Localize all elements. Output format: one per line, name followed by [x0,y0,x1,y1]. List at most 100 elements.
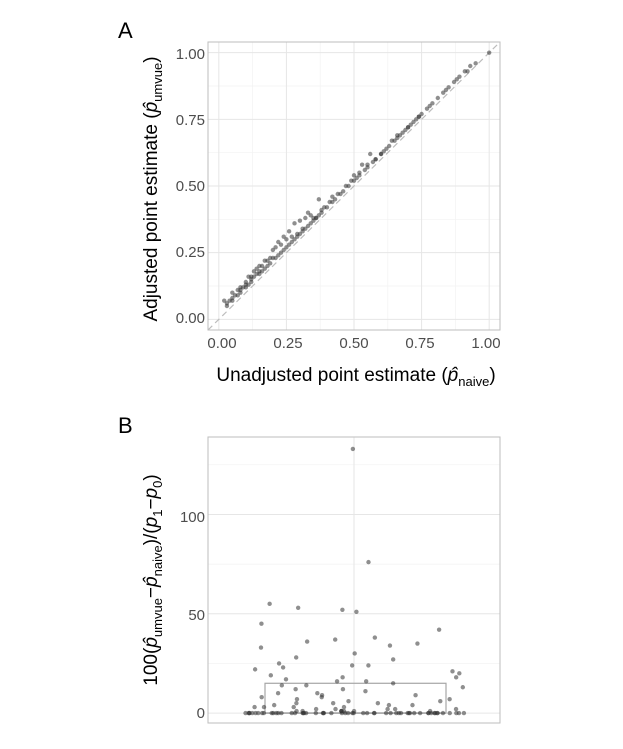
scatter-point [446,85,451,90]
scatter-point [381,149,386,154]
panel-b-label: B [118,413,133,438]
scatter-point [441,90,446,95]
jitter-point [410,702,415,708]
scatter-point [265,263,270,269]
jitter-point [340,687,346,692]
scatter-point [378,151,384,157]
jitter-point [346,698,351,704]
scatter-point [305,210,311,215]
jitter-point [300,710,305,716]
scatter-point [224,301,230,306]
jitter-point [303,710,309,716]
scatter-point [300,226,305,231]
jitter-point [413,692,418,698]
panel-a-border [207,41,501,331]
panel-b-border [207,436,501,724]
jitter-point [411,710,417,716]
jitter-point [271,702,277,708]
scatter-point [292,221,297,226]
jitter-point [274,710,279,716]
scatter-point [359,162,365,167]
scatter-point [284,245,289,250]
jitter-point [383,710,389,716]
scatter-point [430,101,435,106]
scatter-point [286,242,292,247]
scatter-point [316,213,322,218]
scatter-point [365,162,370,167]
panel-a-plot [207,41,501,331]
reference-line [207,41,501,331]
jitter-point [354,609,359,614]
panel-b-ytick: 100 [180,509,205,526]
scatter-point [403,127,408,133]
scatter-point [251,269,257,274]
jitter-point [460,685,466,690]
jitter-point [339,710,345,716]
jitter-point [415,641,420,646]
jitter-point [334,679,340,684]
scatter-point [257,271,262,277]
scatter-point [238,290,243,295]
jitter-point [392,706,398,712]
scatter-point [230,295,235,301]
jitter-point [275,691,281,696]
scatter-point [468,63,473,69]
scatter-point [243,279,249,285]
scatter-point [451,79,457,85]
jitter-point [267,601,272,607]
scatter-point [246,274,251,279]
scatter-point [465,69,470,74]
panel-a-ylabel: Adjusted point estimate (p̂umvue) [141,56,165,321]
jitter-point [259,694,264,700]
jitter-point [364,710,370,716]
panel-a-ytick: 0.50 [176,178,205,195]
jitter-point [289,710,294,716]
scatter-point [362,167,368,173]
scatter-point [254,266,259,271]
scatter-point [395,135,400,141]
scatter-point [278,242,284,247]
scatter-point [235,293,240,298]
jitter-point [313,710,319,716]
jitter-point [405,710,410,716]
jitter-point [333,637,338,642]
scatter-point [276,239,281,245]
scatter-point [257,263,262,269]
scatter-point [332,197,338,202]
panel-b-ytick: 0 [197,705,205,722]
panel-a-xlabel: Unadjusted point estimate (p̂naive) [216,365,495,389]
scatter-point [319,207,324,213]
scatter-point [400,130,405,135]
jitter-point [276,661,282,666]
scatter-point [284,237,289,242]
jitter-point [279,710,284,716]
jitter-point [372,635,378,640]
scatter-point [368,151,373,157]
scatter-point [349,178,354,183]
jitter-point [361,710,366,716]
scatter-point [270,247,276,253]
scatter-point [276,253,281,258]
scatter-point [335,191,340,197]
jitter-point [349,663,355,668]
panel-a-xtick: 0.75 [405,335,434,352]
jitter-point [453,675,459,680]
jitter-point [294,700,299,706]
scatter-point [435,95,441,101]
scatter-point [222,298,227,303]
panel-a-xtick: 0.25 [273,335,302,352]
jitter-point [363,679,369,684]
jitter-point [434,710,440,716]
panel-b-ytick: 50 [188,607,205,624]
scatter-point [473,61,478,66]
scatter-point [357,170,362,175]
panel-a-xtick: 0.00 [207,335,236,352]
jitter-point [387,643,393,648]
jitter-point [252,704,257,710]
jitter-point [454,710,459,716]
jitter-point [261,704,267,710]
scatter-point [424,106,430,111]
jitter-point [256,710,261,716]
jitter-point [461,710,467,716]
scatter-point [262,258,267,263]
